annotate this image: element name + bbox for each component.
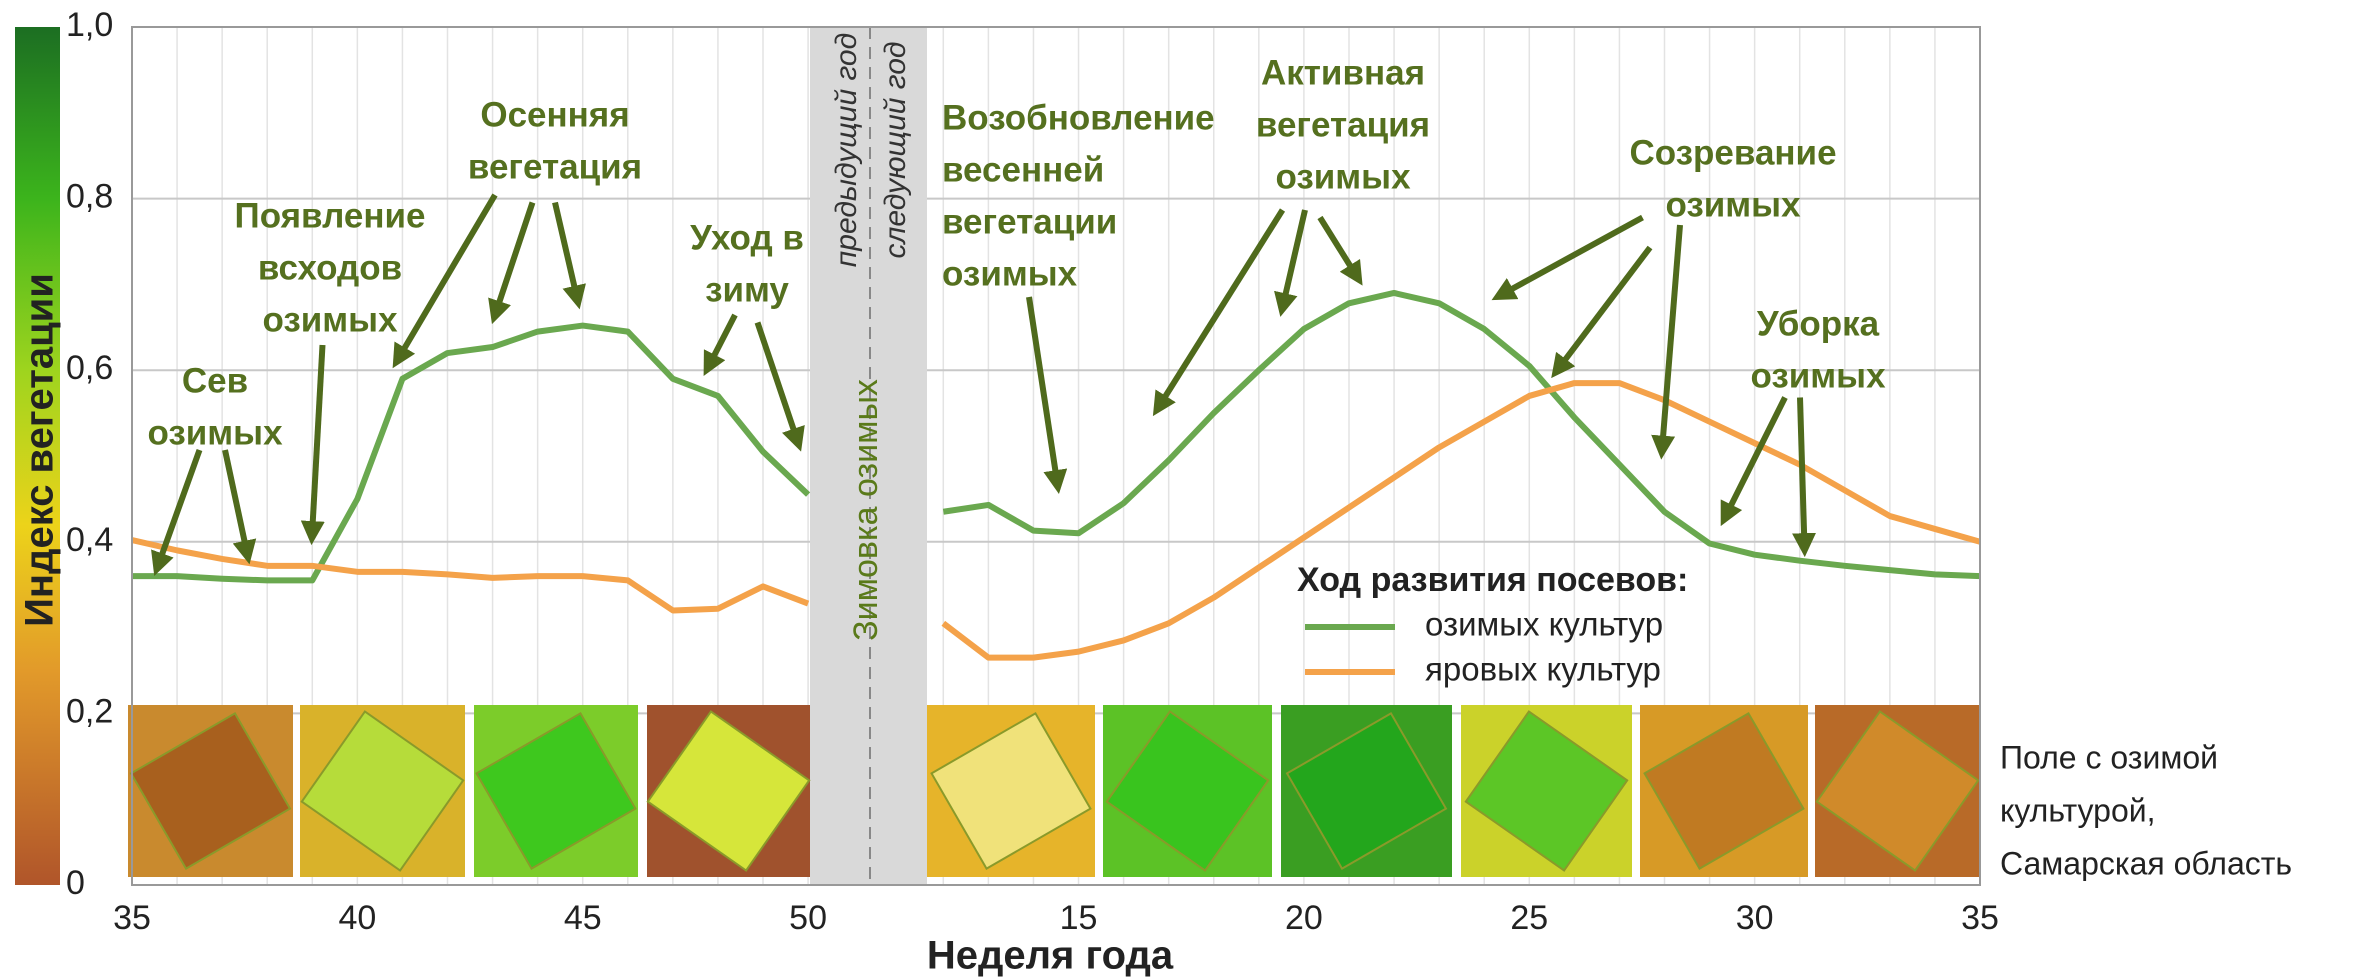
y-tick-label: 0,4	[66, 521, 113, 559]
annotation: вегетация	[1256, 105, 1430, 144]
annotation: Сев	[182, 361, 248, 400]
annotation-arrow	[312, 345, 323, 536]
x-tick-label: 45	[564, 899, 602, 937]
legend-label: озимых культур	[1425, 606, 1663, 643]
annotation-arrow	[1557, 248, 1650, 371]
annotation: озимых	[1665, 185, 1801, 224]
annotation-arrow	[708, 315, 735, 368]
annotation-arrow	[1283, 210, 1306, 308]
chart: Индекс вегетации Неделя года предыдущий …	[0, 0, 2354, 977]
annotation: весенней	[942, 150, 1104, 189]
field-images	[128, 705, 1980, 877]
annotation-arrow	[1158, 210, 1283, 408]
x-tick-label: 30	[1736, 899, 1774, 937]
annotation: Возобновление	[942, 98, 1215, 137]
annotation: вегетация	[468, 147, 642, 186]
annotation: Осенняя	[480, 95, 629, 134]
x-tick-label: 20	[1285, 899, 1323, 937]
band-label: Зимовка озимых	[847, 379, 885, 641]
annotation: Уход в	[690, 218, 804, 257]
legend-title: Ход развития посевов:	[1297, 561, 1688, 599]
x-axis-label: Неделя года	[927, 934, 1174, 977]
y-tick-label: 0,6	[66, 349, 113, 387]
y-tick-label: 0	[66, 864, 85, 902]
annotation-arrow	[225, 450, 248, 555]
annotation-arrow	[1320, 218, 1358, 278]
annotation-arrow	[495, 203, 533, 316]
side-caption: Самарская область	[2000, 845, 2292, 881]
x-tick-label: 35	[113, 899, 151, 937]
annotation-arrow	[1800, 398, 1805, 548]
annotation: Созревание	[1629, 133, 1836, 172]
annotation: Появление	[235, 196, 426, 235]
y-axis-label: Индекс вегетации	[18, 273, 62, 627]
side-caption: Поле с озимой	[2000, 739, 2218, 775]
y-tick-label: 0,2	[66, 692, 113, 730]
annotation: всходов	[258, 248, 402, 287]
y-tick-label: 1,0	[66, 6, 113, 44]
legend-label: яровых культур	[1425, 651, 1661, 688]
annotation: Уборка	[1757, 304, 1880, 343]
annotation: озимых	[1275, 157, 1411, 196]
annotation: озимых	[942, 254, 1078, 293]
x-tick-label: 50	[789, 899, 827, 937]
band-right-label: следующий год	[879, 41, 912, 258]
x-tick-label: 25	[1510, 899, 1548, 937]
annotation: озимых	[147, 413, 283, 452]
side-caption: культурой,	[2000, 792, 2156, 828]
annotation: озимых	[1750, 356, 1886, 395]
annotation-arrow	[555, 203, 578, 301]
annotation: Активная	[1261, 53, 1425, 92]
x-tick-label: 35	[1961, 899, 1999, 937]
annotation: вегетации	[942, 202, 1117, 241]
x-tick-label: 15	[1060, 899, 1098, 937]
band-left-label: предыдущий год	[830, 33, 863, 267]
annotation: зиму	[705, 270, 789, 309]
x-tick-label: 40	[338, 899, 376, 937]
series-line	[132, 383, 1980, 658]
y-tick-label: 0,8	[66, 178, 113, 216]
annotation: озимых	[262, 300, 398, 339]
